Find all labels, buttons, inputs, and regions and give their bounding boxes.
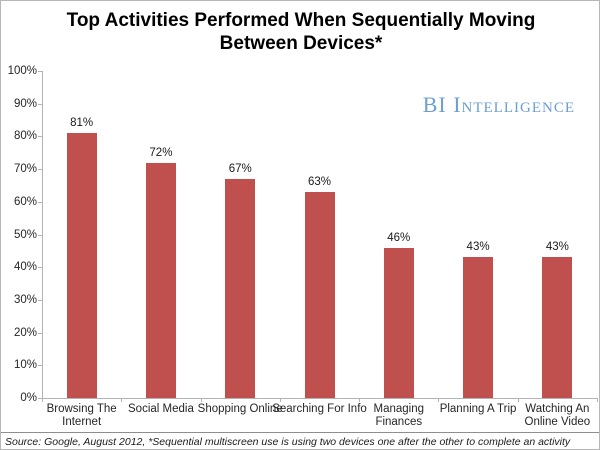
y-tick-mark xyxy=(38,201,42,203)
y-tick-mark xyxy=(38,169,42,171)
x-axis-category-label: Watching An Online Video xyxy=(524,403,591,428)
x-axis-category-label: Searching For Info xyxy=(272,403,367,415)
x-axis-category-label: Social Media xyxy=(128,403,194,415)
source-note: Source: Google, August 2012, *Sequential… xyxy=(1,432,599,448)
y-tick-mark xyxy=(38,71,42,72)
y-axis-tick-label: 90% xyxy=(13,97,37,110)
x-tick-mark xyxy=(121,398,123,402)
bar xyxy=(304,191,335,398)
y-tick-mark xyxy=(38,234,42,236)
bar xyxy=(225,178,256,398)
bar-value-label: 63% xyxy=(307,175,332,188)
y-axis-tick-label: 30% xyxy=(13,293,37,306)
y-axis-tick-label: 20% xyxy=(13,326,37,339)
x-tick-mark xyxy=(42,398,43,402)
x-axis-category-label: Managing Finances xyxy=(373,403,425,428)
x-tick-mark xyxy=(517,398,519,402)
y-tick-mark xyxy=(38,332,42,334)
y-axis-tick-label: 0% xyxy=(20,392,37,404)
bar xyxy=(383,247,414,398)
x-axis-category-label: Browsing The Internet xyxy=(46,403,117,428)
y-tick-mark xyxy=(38,136,42,138)
bi-intelligence-watermark: BI Intelligence xyxy=(422,92,575,117)
y-tick-mark xyxy=(38,103,42,105)
y-axis-tick-label: 60% xyxy=(13,195,37,208)
y-axis-tick-label: 70% xyxy=(13,163,37,176)
y-tick-mark xyxy=(38,299,42,301)
x-axis-category-label: Shopping Online xyxy=(197,403,283,415)
x-tick-mark xyxy=(200,398,202,402)
bar-value-label: 46% xyxy=(387,231,411,244)
x-tick-mark xyxy=(438,398,440,402)
bar-value-label: 72% xyxy=(149,146,173,159)
y-axis-tick-label: 10% xyxy=(13,359,37,372)
bar xyxy=(66,133,97,398)
x-axis-category-label: Planning A Trip xyxy=(439,403,517,415)
x-tick-mark xyxy=(279,398,281,402)
bar xyxy=(145,162,176,398)
bar xyxy=(542,257,573,398)
y-axis-tick-label: 100% xyxy=(7,65,37,77)
bar-value-label: 67% xyxy=(228,162,252,175)
x-tick-mark xyxy=(359,398,361,402)
y-tick-mark xyxy=(38,267,42,269)
bar-value-label: 43% xyxy=(545,241,569,254)
y-axis-line xyxy=(42,71,43,399)
bar-value-label: 81% xyxy=(70,117,94,130)
y-axis-tick-label: 40% xyxy=(13,261,37,274)
y-tick-mark xyxy=(38,365,42,367)
y-axis-tick-label: 50% xyxy=(13,228,37,241)
chart-title: Top Activities Performed When Sequential… xyxy=(66,10,536,54)
x-axis-line xyxy=(42,398,597,399)
x-tick-mark xyxy=(597,398,598,402)
y-tick-mark xyxy=(38,398,42,399)
y-axis-tick-label: 80% xyxy=(13,130,37,143)
bar xyxy=(463,257,494,398)
bar-value-label: 43% xyxy=(466,241,490,254)
